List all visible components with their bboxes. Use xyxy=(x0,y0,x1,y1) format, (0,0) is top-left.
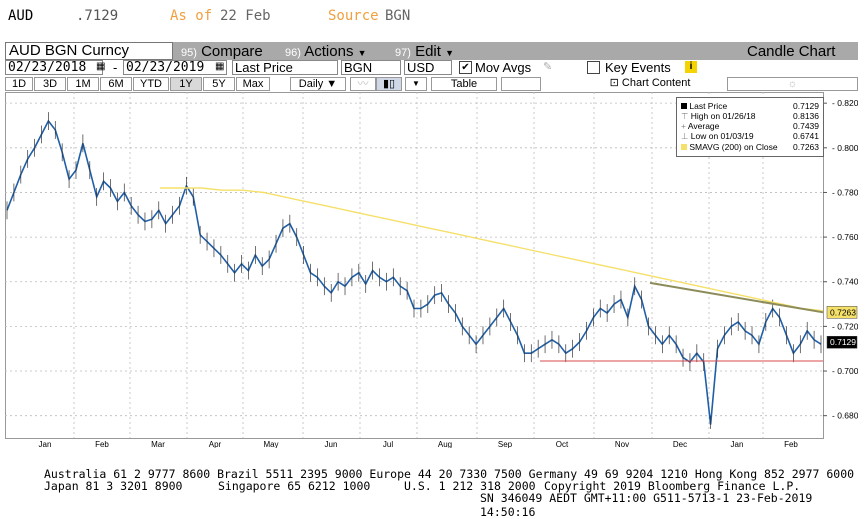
x-tick-label: Jan xyxy=(39,440,52,448)
legend-average-value: 0.7439 xyxy=(793,121,819,131)
x-tick-label: Jul xyxy=(383,440,393,448)
sma-series-line xyxy=(160,187,824,312)
period-button-1m[interactable]: 1M xyxy=(67,77,99,91)
period-button-6m[interactable]: 6M xyxy=(100,77,132,91)
last-price: .7129 xyxy=(76,8,119,24)
chart-legend: Last Price 0.7129 ⊤ High on 01/26/18 0.8… xyxy=(676,97,824,157)
x-tick-label: Apr xyxy=(209,440,222,448)
chart-content-icon: ⊡ xyxy=(609,77,619,89)
legend-last-price: Last Price xyxy=(681,101,727,111)
y-tick-label: - 0.6800 xyxy=(832,411,858,421)
last-price-tag-box xyxy=(826,335,858,349)
start-date-field[interactable]: 02/23/2018 xyxy=(5,60,103,75)
pencil-icon[interactable]: ✎ xyxy=(543,61,553,73)
end-date-field[interactable]: 02/23/2019 xyxy=(123,60,227,75)
ticker-symbol: AUD xyxy=(8,8,34,24)
security-field[interactable]: AUD BGN Curncy xyxy=(5,42,173,60)
currency-field[interactable]: USD xyxy=(404,60,452,75)
footer-session: SN 346049 AEDT GMT+11:00 G511-5713-1 23-… xyxy=(480,491,813,519)
calendar-icon[interactable]: ▦ xyxy=(215,61,225,72)
key-events-checkbox[interactable] xyxy=(587,61,600,74)
spacer-button[interactable] xyxy=(501,77,541,91)
y-tick-label: - 0.7800 xyxy=(832,187,858,197)
x-tick-label: Aug xyxy=(438,440,452,448)
mov-avgs-checkbox[interactable]: ✔ xyxy=(459,61,472,74)
compare-menu[interactable]: 95) Compare xyxy=(181,43,263,60)
sma-price-tag: 0.7263 xyxy=(830,307,856,317)
field-select[interactable]: Last Price xyxy=(232,60,338,75)
x-tick-label: May xyxy=(263,440,278,448)
y-tick-label: - 0.7200 xyxy=(832,321,858,331)
frequency-select[interactable]: Daily ▼ xyxy=(290,77,346,91)
legend-low-value: 0.6741 xyxy=(793,131,819,141)
chevron-down-icon[interactable]: ▼ xyxy=(405,77,427,91)
gear-icon[interactable]: ☼ xyxy=(727,77,858,91)
chart-content-button[interactable]: ⊡ Chart Content xyxy=(575,77,725,91)
legend-high: ⊤ High on 01/26/18 xyxy=(681,111,756,121)
actions-menu[interactable]: 96) Actions ▼ xyxy=(285,43,367,60)
footer-contacts: Australia 61 2 9777 8600 Brazil 5511 239… xyxy=(44,467,855,481)
period-button-1d[interactable]: 1D xyxy=(5,77,33,91)
key-events-label: Key Events xyxy=(605,60,671,75)
settings-bar: 02/23/2018 ▦ - 02/23/2019 ▦ Last Price B… xyxy=(5,60,858,76)
plot-frame xyxy=(5,92,824,439)
info-icon[interactable]: i xyxy=(685,61,697,73)
x-tick-label: Nov xyxy=(615,440,629,448)
candle-chart-icon[interactable]: ▮▯ xyxy=(376,77,402,91)
period-bar: 1D 3D 1M 6M YTD 1Y 5Y Max Daily ▼ 〰 ▮▯ ▼ Table … xyxy=(5,77,858,92)
last-price-tag: 0.7129 xyxy=(830,337,856,347)
y-tick-label: - 0.7400 xyxy=(832,277,858,287)
period-button-5y[interactable]: 5Y xyxy=(203,77,235,91)
period-button-3d[interactable]: 3D xyxy=(34,77,66,91)
source-field[interactable]: BGN xyxy=(341,60,401,75)
x-tick-label: Feb xyxy=(95,440,109,448)
table-button[interactable]: Table xyxy=(431,77,497,91)
chart-type-title: Candle Chart xyxy=(747,43,836,60)
divider xyxy=(545,77,555,91)
x-tick-label: Jan xyxy=(731,440,744,448)
mov-avgs-label: Mov Avgs xyxy=(475,60,532,75)
legend-high-value: 0.8136 xyxy=(793,111,819,121)
period-button-1y[interactable]: 1Y xyxy=(170,77,202,91)
legend-average: + Average xyxy=(681,121,720,131)
x-tick-label: Mar xyxy=(151,440,165,448)
source-value: BGN xyxy=(385,8,411,24)
legend-low: ⊥ Low on 01/03/19 xyxy=(681,131,754,141)
legend-last-price-value: 0.7129 xyxy=(793,101,819,111)
asof-label: As of xyxy=(170,8,213,24)
y-tick-label: - 0.8000 xyxy=(832,143,858,153)
x-tick-label: Feb xyxy=(784,440,798,448)
x-tick-label: Oct xyxy=(556,440,569,448)
edit-menu[interactable]: 97) Edit ▼ xyxy=(395,43,455,60)
line-chart-icon[interactable]: 〰 xyxy=(350,77,376,91)
command-toolbar: AUD BGN Curncy 95) Compare 96) Actions ▼… xyxy=(5,42,858,60)
quote-line: AUD .7129 As of 22 Feb Source BGN xyxy=(0,0,866,40)
price-series-line xyxy=(6,119,822,425)
source-label: Source xyxy=(328,8,379,24)
period-button-ytd[interactable]: YTD xyxy=(133,77,169,91)
y-tick-label: - 0.7000 xyxy=(832,366,858,376)
period-button-max[interactable]: Max xyxy=(236,77,270,91)
x-tick-label: Dec xyxy=(673,440,687,448)
date-dash: - xyxy=(113,60,118,75)
legend-sma-value: 0.7263 xyxy=(793,142,819,152)
resistance-trendline xyxy=(649,281,824,314)
x-tick-label: Sep xyxy=(498,440,513,448)
sma-price-tag-box xyxy=(826,306,858,319)
x-tick-label: Jun xyxy=(325,440,338,448)
asof-date: 22 Feb xyxy=(220,8,271,24)
calendar-icon[interactable]: ▦ xyxy=(96,61,106,72)
legend-sma: SMAVG (200) on Close xyxy=(681,142,778,152)
